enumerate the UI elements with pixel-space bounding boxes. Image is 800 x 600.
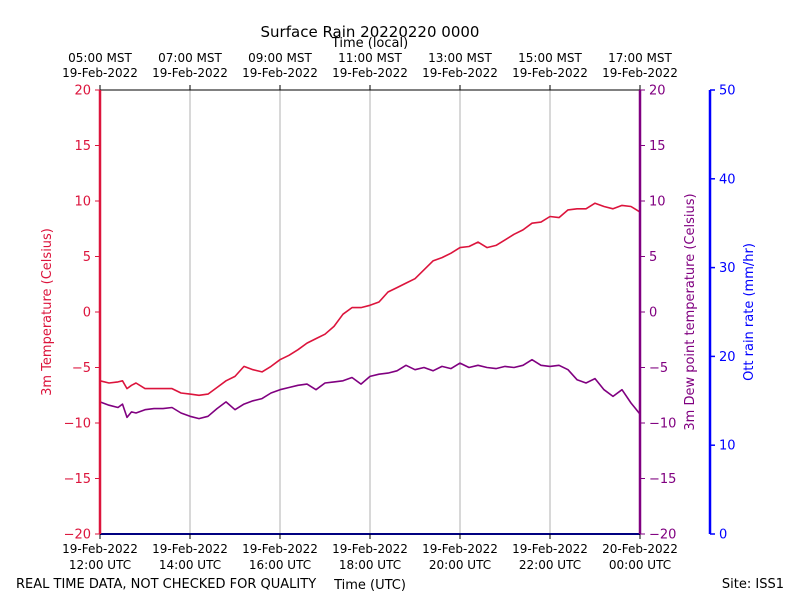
series-line-3m-dew-point-temperature	[99, 358, 641, 420]
y-right-outer-tick-label: 50	[719, 84, 736, 99]
x-axis-label: Time (UTC)	[333, 578, 406, 593]
x-tick-label-top-date: 19-Feb-2022	[602, 66, 678, 80]
y-left-tick-label: 15	[74, 139, 91, 154]
x-tick-label-top-date: 19-Feb-2022	[512, 66, 588, 80]
x-tick-label-top-time: 17:00 MST	[608, 51, 672, 65]
y-right-inner-tick-label: −15	[649, 472, 676, 487]
y-right-inner-tick-label: 5	[649, 250, 657, 265]
x-tick-label-top-time: 09:00 MST	[248, 51, 312, 65]
x-tick-label-bottom-date: 19-Feb-2022	[422, 542, 498, 556]
x-tick-label-top-time: 11:00 MST	[338, 51, 402, 65]
x-tick-label-bottom-time: 12:00 UTC	[69, 558, 131, 572]
x-tick-label-bottom-time: 20:00 UTC	[429, 558, 491, 572]
y-right-inner-tick-label: 15	[649, 139, 666, 154]
x-tick-label-bottom-time: 18:00 UTC	[339, 558, 401, 572]
x-tick-label-top-time: 13:00 MST	[428, 51, 492, 65]
y-left-tick-label: 5	[83, 250, 91, 265]
y-right-outer-tick-label: 20	[719, 350, 736, 365]
y-left-tick-label: 10	[74, 195, 91, 210]
x-tick-label-top-date: 19-Feb-2022	[332, 66, 408, 80]
x-tick-label-bottom-date: 19-Feb-2022	[332, 542, 408, 556]
y-right-inner-tick-label: −5	[649, 361, 668, 376]
y-right-outer-tick-label: 10	[719, 439, 736, 454]
y-right-inner-tick-label: 10	[649, 195, 666, 210]
x-tick-label-bottom-time: 14:00 UTC	[159, 558, 221, 572]
y-right-inner-tick-label: −10	[649, 417, 676, 432]
x-tick-label-bottom-date: 19-Feb-2022	[152, 542, 228, 556]
y-right-inner-tick-label: 20	[649, 84, 666, 99]
y-left-tick-label: −15	[64, 472, 91, 487]
y-left-tick-label: 0	[83, 306, 91, 321]
x-tick-label-top-time: 15:00 MST	[518, 51, 582, 65]
y-right-inner-tick-label: 0	[649, 306, 657, 321]
top-axis-label: Time (local)	[331, 36, 408, 51]
y-right-outer-axis-label: Ott rain rate (mm/hr)	[742, 243, 757, 381]
chart-title: Surface Rain 20220220 0000	[261, 23, 480, 41]
x-tick-label-top-time: 05:00 MST	[68, 51, 132, 65]
quality-disclaimer: REAL TIME DATA, NOT CHECKED FOR QUALITY	[16, 577, 316, 592]
x-tick-label-bottom-time: 00:00 UTC	[609, 558, 671, 572]
x-tick-label-top-date: 19-Feb-2022	[422, 66, 498, 80]
x-tick-label-top-date: 19-Feb-2022	[62, 66, 138, 80]
site-label: Site: ISS1	[722, 577, 784, 592]
y-left-tick-label: −5	[72, 361, 91, 376]
y-right-outer-tick-label: 30	[719, 261, 736, 276]
axes	[98, 89, 712, 535]
x-tick-label-top-date: 19-Feb-2022	[242, 66, 318, 80]
y-right-outer-tick-label: 0	[719, 528, 727, 543]
y-right-inner-tick-label: −20	[649, 528, 676, 543]
y-left-tick-label: −20	[64, 528, 91, 543]
x-tick-label-top-time: 07:00 MST	[158, 51, 222, 65]
x-tick-label-top-date: 19-Feb-2022	[152, 66, 228, 80]
y-right-inner-axis-label: 3m Dew point temperature (Celsius)	[683, 193, 698, 430]
y-left-tick-label: −10	[64, 417, 91, 432]
y-left-axis-label: 3m Temperature (Celsius)	[40, 228, 55, 396]
x-tick-label-bottom-time: 16:00 UTC	[249, 558, 311, 572]
x-tick-label-bottom-time: 22:00 UTC	[519, 558, 581, 572]
grid	[189, 90, 551, 534]
x-tick-label-bottom-date: 19-Feb-2022	[512, 542, 588, 556]
y-left-tick-label: 20	[74, 84, 91, 99]
x-tick-label-bottom-date: 20-Feb-2022	[602, 542, 678, 556]
x-tick-label-bottom-date: 19-Feb-2022	[242, 542, 318, 556]
x-tick-label-bottom-date: 19-Feb-2022	[62, 542, 138, 556]
series-line-3m-temperature	[99, 202, 641, 397]
y-right-outer-tick-label: 40	[719, 172, 736, 187]
